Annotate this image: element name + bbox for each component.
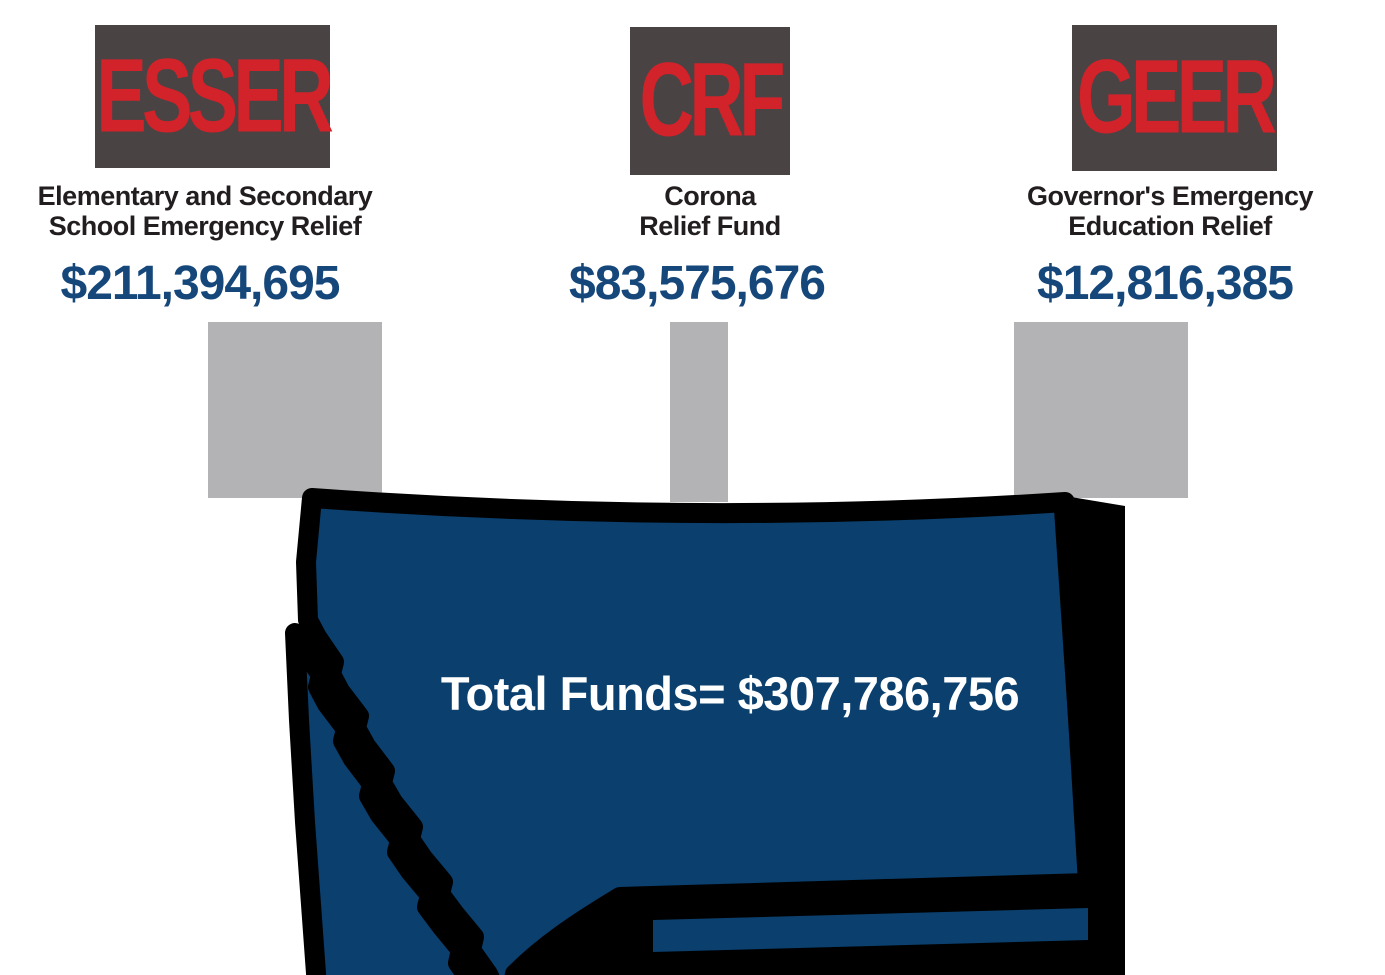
- geer-connector-bar: [1014, 322, 1188, 498]
- geer-acronym-box: GEER: [1072, 25, 1277, 171]
- geer-name-line2: Education Relief: [1068, 211, 1272, 241]
- geer-full-name: Governor's Emergency Education Relief: [985, 181, 1355, 241]
- geer-amount: $12,816,385: [1037, 257, 1294, 310]
- esser-amount: $211,394,695: [60, 257, 341, 310]
- esser-full-name: Elementary and Secondary School Emergenc…: [20, 181, 390, 241]
- montana-state-shape: [285, 488, 1125, 975]
- crf-acronym-label: CRF: [639, 41, 785, 159]
- crf-name-line1: Corona: [664, 181, 756, 211]
- crf-name-line2: Relief Fund: [639, 211, 781, 241]
- esser-acronym-box: ESSER: [95, 25, 334, 168]
- south-navy-strip: [653, 908, 1088, 952]
- crf-connector-bar: [670, 322, 728, 502]
- geer-acronym-label: GEER: [1076, 38, 1277, 156]
- esser-connector-bar: [208, 322, 382, 498]
- esser-acronym-label: ESSER: [96, 37, 334, 155]
- esser-name-line2: School Emergency Relief: [48, 211, 362, 241]
- east-border-band: [1053, 494, 1125, 886]
- geer-name-line1: Governor's Emergency: [1026, 181, 1314, 211]
- state-southwest-wedge: [285, 623, 479, 975]
- esser-name-line1: Elementary and Secondary: [37, 181, 373, 211]
- crf-acronym-box: CRF: [630, 27, 790, 175]
- crf-amount: $83,575,676: [569, 257, 826, 310]
- total-funds-text: Total Funds= $307,786,756: [440, 667, 1020, 720]
- crf-full-name: Corona Relief Fund: [525, 181, 895, 241]
